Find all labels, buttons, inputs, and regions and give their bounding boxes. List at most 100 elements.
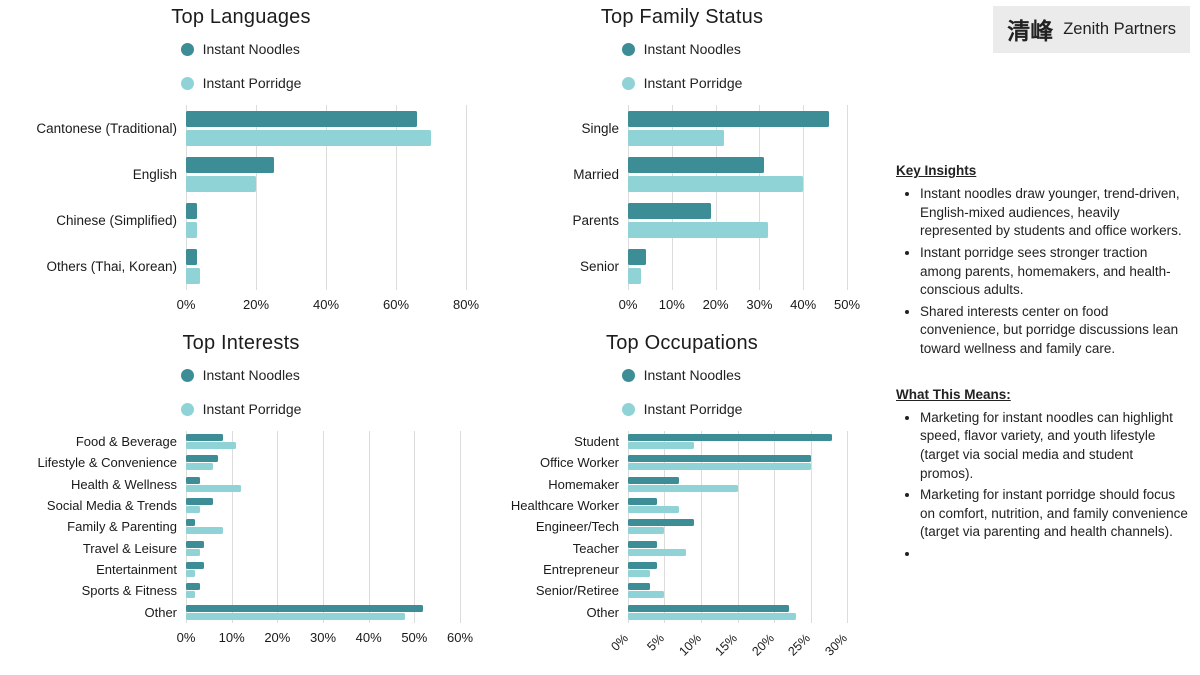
category-label: Office Worker <box>540 455 619 471</box>
axis-tick-label: 40% <box>312 297 340 312</box>
axis-tick-label: 80% <box>452 297 480 312</box>
gridline <box>737 431 739 623</box>
x-axis: 0% 10% 20% 30% 40% 50% 60% <box>0 623 482 651</box>
bar-group <box>628 452 847 473</box>
chart-legend: Instant Noodles Instant Porridge <box>180 41 302 91</box>
legend-item-instant-noodles: Instant Noodles <box>621 367 743 383</box>
gridline <box>414 431 416 623</box>
gridlines <box>628 105 848 290</box>
axis-spacer <box>0 623 186 651</box>
category-axis: Food & Beverage Lifestyle & Convenience He… <box>0 431 186 623</box>
category-label: Entrepreneur <box>543 562 619 578</box>
axis-spacer <box>0 290 186 318</box>
chart-legend: Instant Noodles Instant Porridge <box>621 367 743 417</box>
legend-dot-icon <box>180 402 194 416</box>
category-label: Social Media & Trends <box>46 498 177 514</box>
legend-item-instant-porridge: Instant Porridge <box>621 75 742 91</box>
bar-instant-porridge <box>186 129 431 146</box>
gridline <box>326 105 327 290</box>
axis-tick-label: 50% <box>833 297 861 312</box>
bar-instant-noodles <box>186 519 196 527</box>
legend-label: Instant Noodles <box>202 41 300 57</box>
bar-instant-noodles <box>186 540 205 548</box>
bar-instant-porridge <box>186 463 214 471</box>
category-label: Engineer/Tech <box>535 519 619 535</box>
category-label: Entertainment <box>96 562 177 578</box>
axis-tick-text: 15% <box>712 631 741 659</box>
category-axis: Single Married Parents Senior <box>482 105 628 290</box>
axis-ticks: 0% 10% 20% 30% 40% 50% <box>619 290 860 318</box>
axis-tick-label: 60% <box>446 630 474 645</box>
key-insights-heading: Key Insights <box>896 163 977 178</box>
bar-group <box>186 538 460 559</box>
legend-item-instant-noodles: Instant Noodles <box>621 41 743 57</box>
bar-instant-porridge <box>186 612 406 620</box>
charts-area: Top Languages Instant Noodles Instant Por… <box>0 0 882 671</box>
gridline <box>231 431 233 623</box>
axis-spacer <box>482 290 628 318</box>
category-label: Senior <box>579 259 619 275</box>
category-label: Other <box>586 604 619 620</box>
bar-instant-porridge <box>628 175 804 192</box>
brand-glyph: 清峰 <box>1007 19 1054 45</box>
bar-instant-noodles <box>186 203 197 220</box>
bullet-item: Shared interests center on food convenie… <box>920 303 1188 359</box>
bar-group <box>186 516 460 537</box>
chart-top-family-status: Top Family Status Instant Noodles Instant… <box>482 0 882 318</box>
chart-title: Top Family Status <box>600 6 764 28</box>
bar-instant-porridge <box>628 591 665 599</box>
category-label: Lifestyle & Convenience <box>37 455 177 471</box>
legend-item-instant-noodles: Instant Noodles <box>180 41 302 57</box>
category-label: Married <box>573 166 619 182</box>
bar-group <box>628 516 847 537</box>
gridline <box>810 431 812 623</box>
bar-instant-noodles <box>628 519 694 527</box>
category-label: Family & Parenting <box>67 519 177 535</box>
category-label: Sports & Fitness <box>81 583 177 599</box>
bars-area <box>628 431 848 623</box>
bar-instant-noodles <box>628 455 811 463</box>
gridline <box>715 105 717 290</box>
bar-instant-porridge <box>628 268 642 285</box>
axis-tick-label: 20% <box>702 297 729 312</box>
axis-tick-label: 60% <box>382 297 410 312</box>
category-label: Food & Beverage <box>75 434 177 450</box>
category-label: Others (Thai, Korean) <box>46 259 177 275</box>
axis-tick-label: 20% <box>264 630 291 645</box>
legend-item-instant-porridge: Instant Porridge <box>180 75 301 91</box>
gridline <box>773 431 775 623</box>
category-label: Student <box>574 434 619 450</box>
legend-dot-icon <box>180 42 194 56</box>
axis-tick-text: 25% <box>785 631 814 659</box>
category-label: English <box>132 166 177 182</box>
chart-title: Top Interests <box>182 332 300 354</box>
bar-group <box>186 431 460 452</box>
bar-groups <box>628 105 847 290</box>
bar-group <box>628 538 847 559</box>
category-label: Other <box>144 604 177 620</box>
bar-instant-noodles <box>628 156 764 173</box>
bar-instant-porridge <box>628 506 680 514</box>
bar-instant-porridge <box>186 527 223 535</box>
bar-instant-porridge <box>186 175 256 192</box>
bar-instant-noodles <box>186 434 223 442</box>
bar-instant-porridge <box>186 222 197 239</box>
legend-dot-icon <box>180 76 194 90</box>
gridline <box>847 431 848 623</box>
gridline <box>847 105 848 290</box>
bar-instant-noodles <box>628 110 830 127</box>
chart-top-languages: Top Languages Instant Noodles Instant Por… <box>0 0 482 318</box>
gridline <box>671 105 673 290</box>
gridlines <box>628 431 848 623</box>
bar-instant-porridge <box>628 129 725 146</box>
bar-group <box>628 559 847 580</box>
what-this-means-list: Marketing for instant noodles can highli… <box>896 409 1188 564</box>
axis-spacer <box>482 623 628 671</box>
category-label: Parents <box>572 213 619 229</box>
bar-instant-porridge <box>628 527 665 535</box>
legend-dot-icon <box>621 42 635 56</box>
axis-tick-text: 5% <box>644 631 668 654</box>
axis-tick-label: 0% <box>176 630 196 645</box>
bullet-item: Instant porridge sees stronger traction … <box>920 244 1188 300</box>
gridline <box>628 105 629 290</box>
